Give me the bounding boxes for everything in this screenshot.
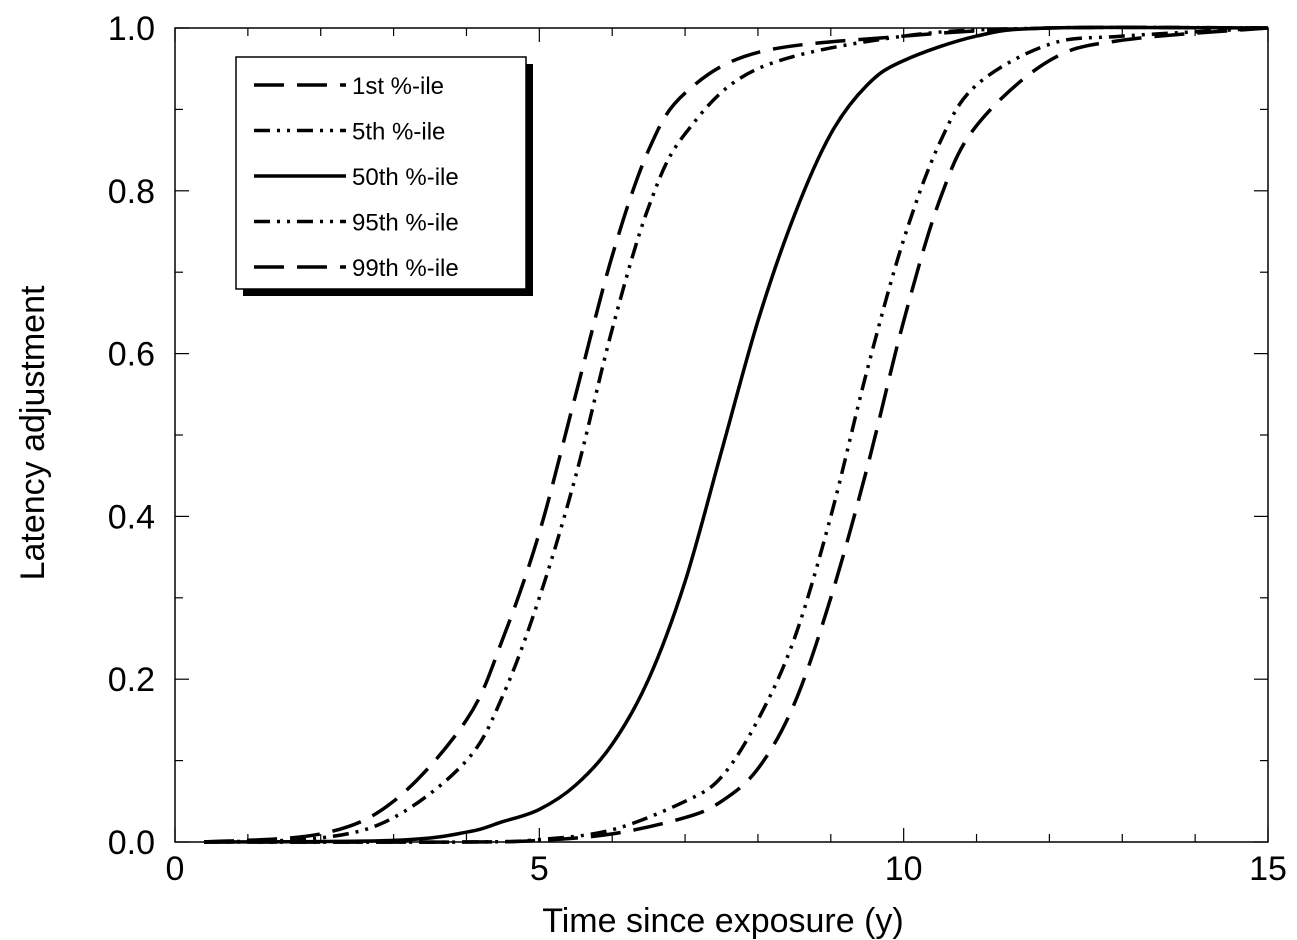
x-tick-label: 15 xyxy=(1249,850,1287,888)
y-tick-label: 0.6 xyxy=(108,336,155,374)
series-line-5 xyxy=(204,26,1269,844)
x-axis-title: Time since exposure (y) xyxy=(542,902,904,940)
y-tick-label: 0.4 xyxy=(108,498,155,536)
x-tick-label: 5 xyxy=(530,850,549,888)
legend-label: 1st %-ile xyxy=(352,73,444,100)
y-tick-label: 0.0 xyxy=(108,824,155,862)
series-line-3 xyxy=(204,25,1269,844)
x-tick-label: 10 xyxy=(885,850,923,888)
series-line-1 xyxy=(203,25,1269,844)
y-tick-label: 0.2 xyxy=(108,661,155,699)
legend-label: 99th %-ile xyxy=(352,255,459,282)
series-line-2 xyxy=(204,25,1269,844)
legend-box xyxy=(235,56,527,290)
y-axis-title: Latency adjustment xyxy=(14,285,52,580)
legend-label: 5th %-ile xyxy=(352,119,445,146)
y-tick-label: 1.0 xyxy=(108,10,155,48)
series-line-4 xyxy=(204,26,1269,844)
x-tick-label: 0 xyxy=(166,850,185,888)
legend-label: 50th %-ile xyxy=(352,164,459,191)
legend-label: 95th %-ile xyxy=(352,210,459,237)
y-tick-label: 0.8 xyxy=(108,173,155,211)
legend: 1st %-ile 5th %-ile 50th %-ile 95th %-ile 99… xyxy=(235,56,533,296)
